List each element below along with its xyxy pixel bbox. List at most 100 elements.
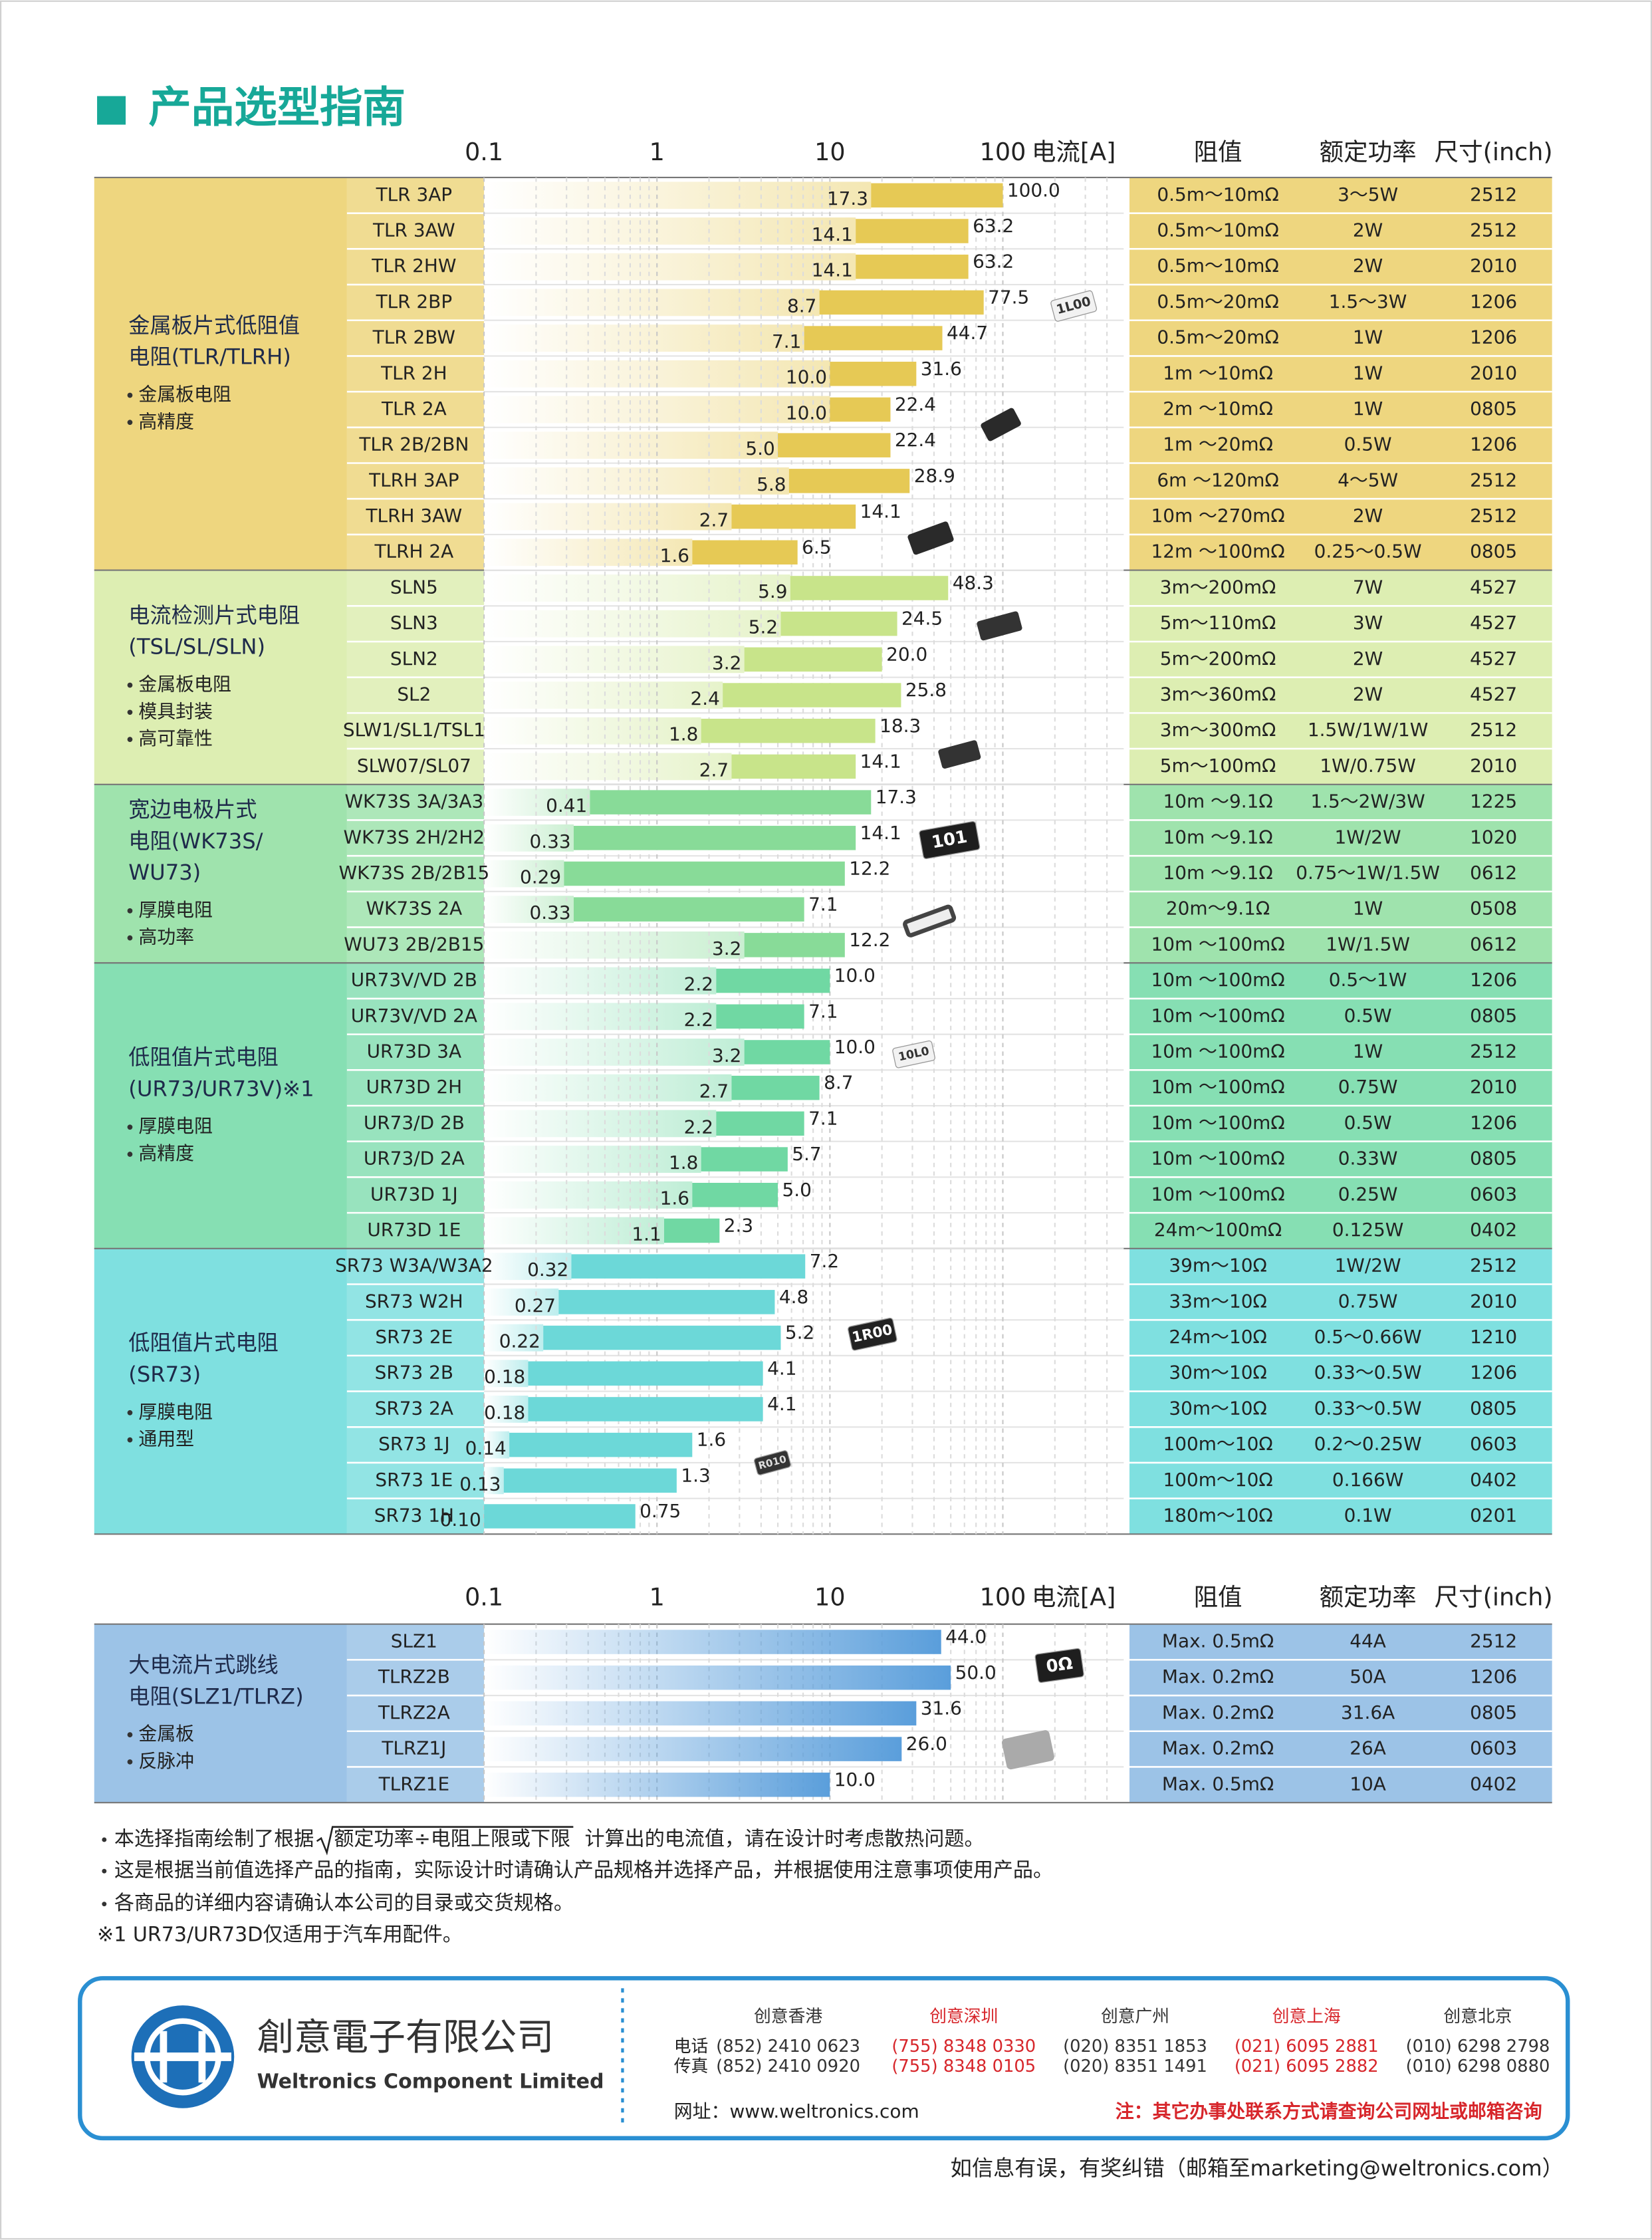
spec-power: 31.6A: [1341, 1701, 1395, 1723]
model-name: TLRH 3AP: [368, 469, 459, 491]
value-label-min: 0.32: [527, 1259, 568, 1281]
model-name: SR73 2B: [375, 1362, 453, 1384]
current-band: [484, 539, 693, 566]
spec-size: 2512: [1470, 505, 1517, 527]
bar: [731, 754, 856, 779]
spec-power: 0.1W: [1344, 1505, 1392, 1527]
value-label-min: 5.0: [745, 437, 774, 459]
value-label-min: 0.33: [530, 830, 571, 852]
bar: [701, 718, 876, 743]
bar: [830, 362, 917, 386]
group-panel: [94, 784, 347, 963]
spec-power: 1.5～2W/3W: [1310, 791, 1425, 812]
column-header: 阻值: [1194, 1583, 1242, 1612]
spec-size: 0805: [1470, 1005, 1517, 1027]
group-feature: 厚膜电阻: [138, 1115, 213, 1137]
spec-size: 2512: [1470, 719, 1517, 741]
group-feature: 金属板电阻: [138, 383, 231, 405]
current-band: [484, 324, 804, 352]
office-fax: (020) 8351 1491: [1063, 2056, 1207, 2076]
spec-resistance: 10m ～100mΩ: [1151, 1112, 1284, 1134]
model-name: SLN2: [390, 648, 438, 670]
spec-resistance: 24m～100mΩ: [1154, 1219, 1282, 1241]
bar: [701, 1147, 788, 1172]
title-square: [97, 96, 126, 125]
group-name: 低阻值片式电阻: [128, 1330, 278, 1356]
value-label-min: 1.1: [632, 1223, 661, 1245]
spec-power: 2W: [1353, 219, 1383, 241]
group-feature: 高可靠性: [138, 727, 213, 749]
model-name: UR73D 1J: [370, 1183, 458, 1205]
chip: [1001, 1730, 1054, 1770]
value-label-max: 8.7: [824, 1072, 853, 1094]
bar: [856, 219, 969, 243]
spec-panel: [1129, 1624, 1552, 1803]
value-label-min: 1.8: [669, 1152, 698, 1174]
chip: [903, 904, 957, 937]
bullet: [127, 1759, 133, 1765]
value-label-max: 4.1: [767, 1393, 796, 1415]
model-name: SR73 2A: [375, 1397, 453, 1419]
group-feature: 模具封装: [138, 700, 213, 722]
sqrt-sign: [316, 1826, 574, 1856]
office-tel: (852) 2410 0623: [716, 2037, 860, 2056]
spec-resistance: 100m～10Ω: [1163, 1469, 1272, 1491]
bar: [573, 897, 804, 922]
group-feature: 高功率: [138, 926, 194, 948]
value-label-min: 17.3: [827, 187, 868, 209]
value-label-max: 22.4: [895, 429, 936, 451]
office-tel: (021) 6095 2881: [1235, 2037, 1379, 2056]
value-label-max: 6.5: [802, 536, 831, 558]
x-tick-label: 10: [814, 138, 845, 166]
current-band: [484, 1074, 732, 1102]
spec-power: 1.5W/1W/1W: [1308, 719, 1428, 741]
spec-resistance: 10m ～9.1Ω: [1163, 826, 1272, 848]
current-band: [484, 682, 723, 709]
bar: [790, 576, 949, 600]
spec-power: 0.2～0.25W: [1314, 1433, 1422, 1455]
spec-size: 2010: [1470, 1290, 1517, 1312]
spec-size: 2512: [1470, 219, 1517, 241]
bar: [664, 1218, 720, 1243]
spec-size: 2010: [1470, 755, 1517, 777]
model-name: SR73 W2H: [365, 1290, 463, 1312]
chip: [907, 521, 954, 555]
current-band: [484, 967, 717, 995]
spec-resistance: 5m～200mΩ: [1160, 648, 1276, 670]
spec-resistance: 39m～10Ω: [1169, 1255, 1266, 1277]
model-name: UR73/D 2A: [364, 1148, 465, 1170]
office-name: 创意北京: [1443, 2007, 1512, 2027]
spec-size: 1020: [1470, 826, 1517, 848]
group-feature: 高精度: [138, 410, 194, 432]
model-name: TLR 2A: [381, 398, 447, 420]
spec-power: 1W: [1353, 1040, 1383, 1062]
spec-size: 1210: [1470, 1326, 1517, 1348]
group-panel: [94, 177, 347, 570]
spec-power: 0.25W: [1338, 1183, 1398, 1205]
spec-resistance: 180m～10Ω: [1163, 1505, 1272, 1527]
value-label-min: 7.1: [772, 330, 801, 352]
value-label-max: 63.2: [973, 215, 1014, 237]
model-name: TLRH 2A: [374, 541, 454, 562]
group-panel: [94, 963, 347, 1249]
group-feature: 金属板: [138, 1723, 194, 1745]
value-label-max: 10.0: [834, 1036, 876, 1058]
bar: [780, 611, 897, 636]
group-panel: [94, 1248, 347, 1535]
model-name: SLN3: [390, 612, 438, 634]
value-label-min: 2.7: [699, 1080, 729, 1102]
bar: [484, 1504, 636, 1529]
chip: [977, 611, 1022, 641]
model-column-tint: [346, 784, 485, 963]
x-tick-label: 1: [649, 1583, 665, 1612]
spec-power: 1.5～3W: [1329, 291, 1407, 312]
spec-power: 44A: [1350, 1630, 1386, 1652]
chip: [981, 408, 1021, 441]
chip: [848, 1317, 897, 1351]
value-label-min: 10.0: [786, 402, 827, 424]
spec-power: 1W/2W: [1335, 826, 1401, 848]
value-label-max: 7.1: [808, 1107, 838, 1129]
current-band: [484, 217, 856, 245]
spec-power: 0.33～0.5W: [1314, 1397, 1422, 1419]
logo-bar: [160, 2031, 168, 2083]
